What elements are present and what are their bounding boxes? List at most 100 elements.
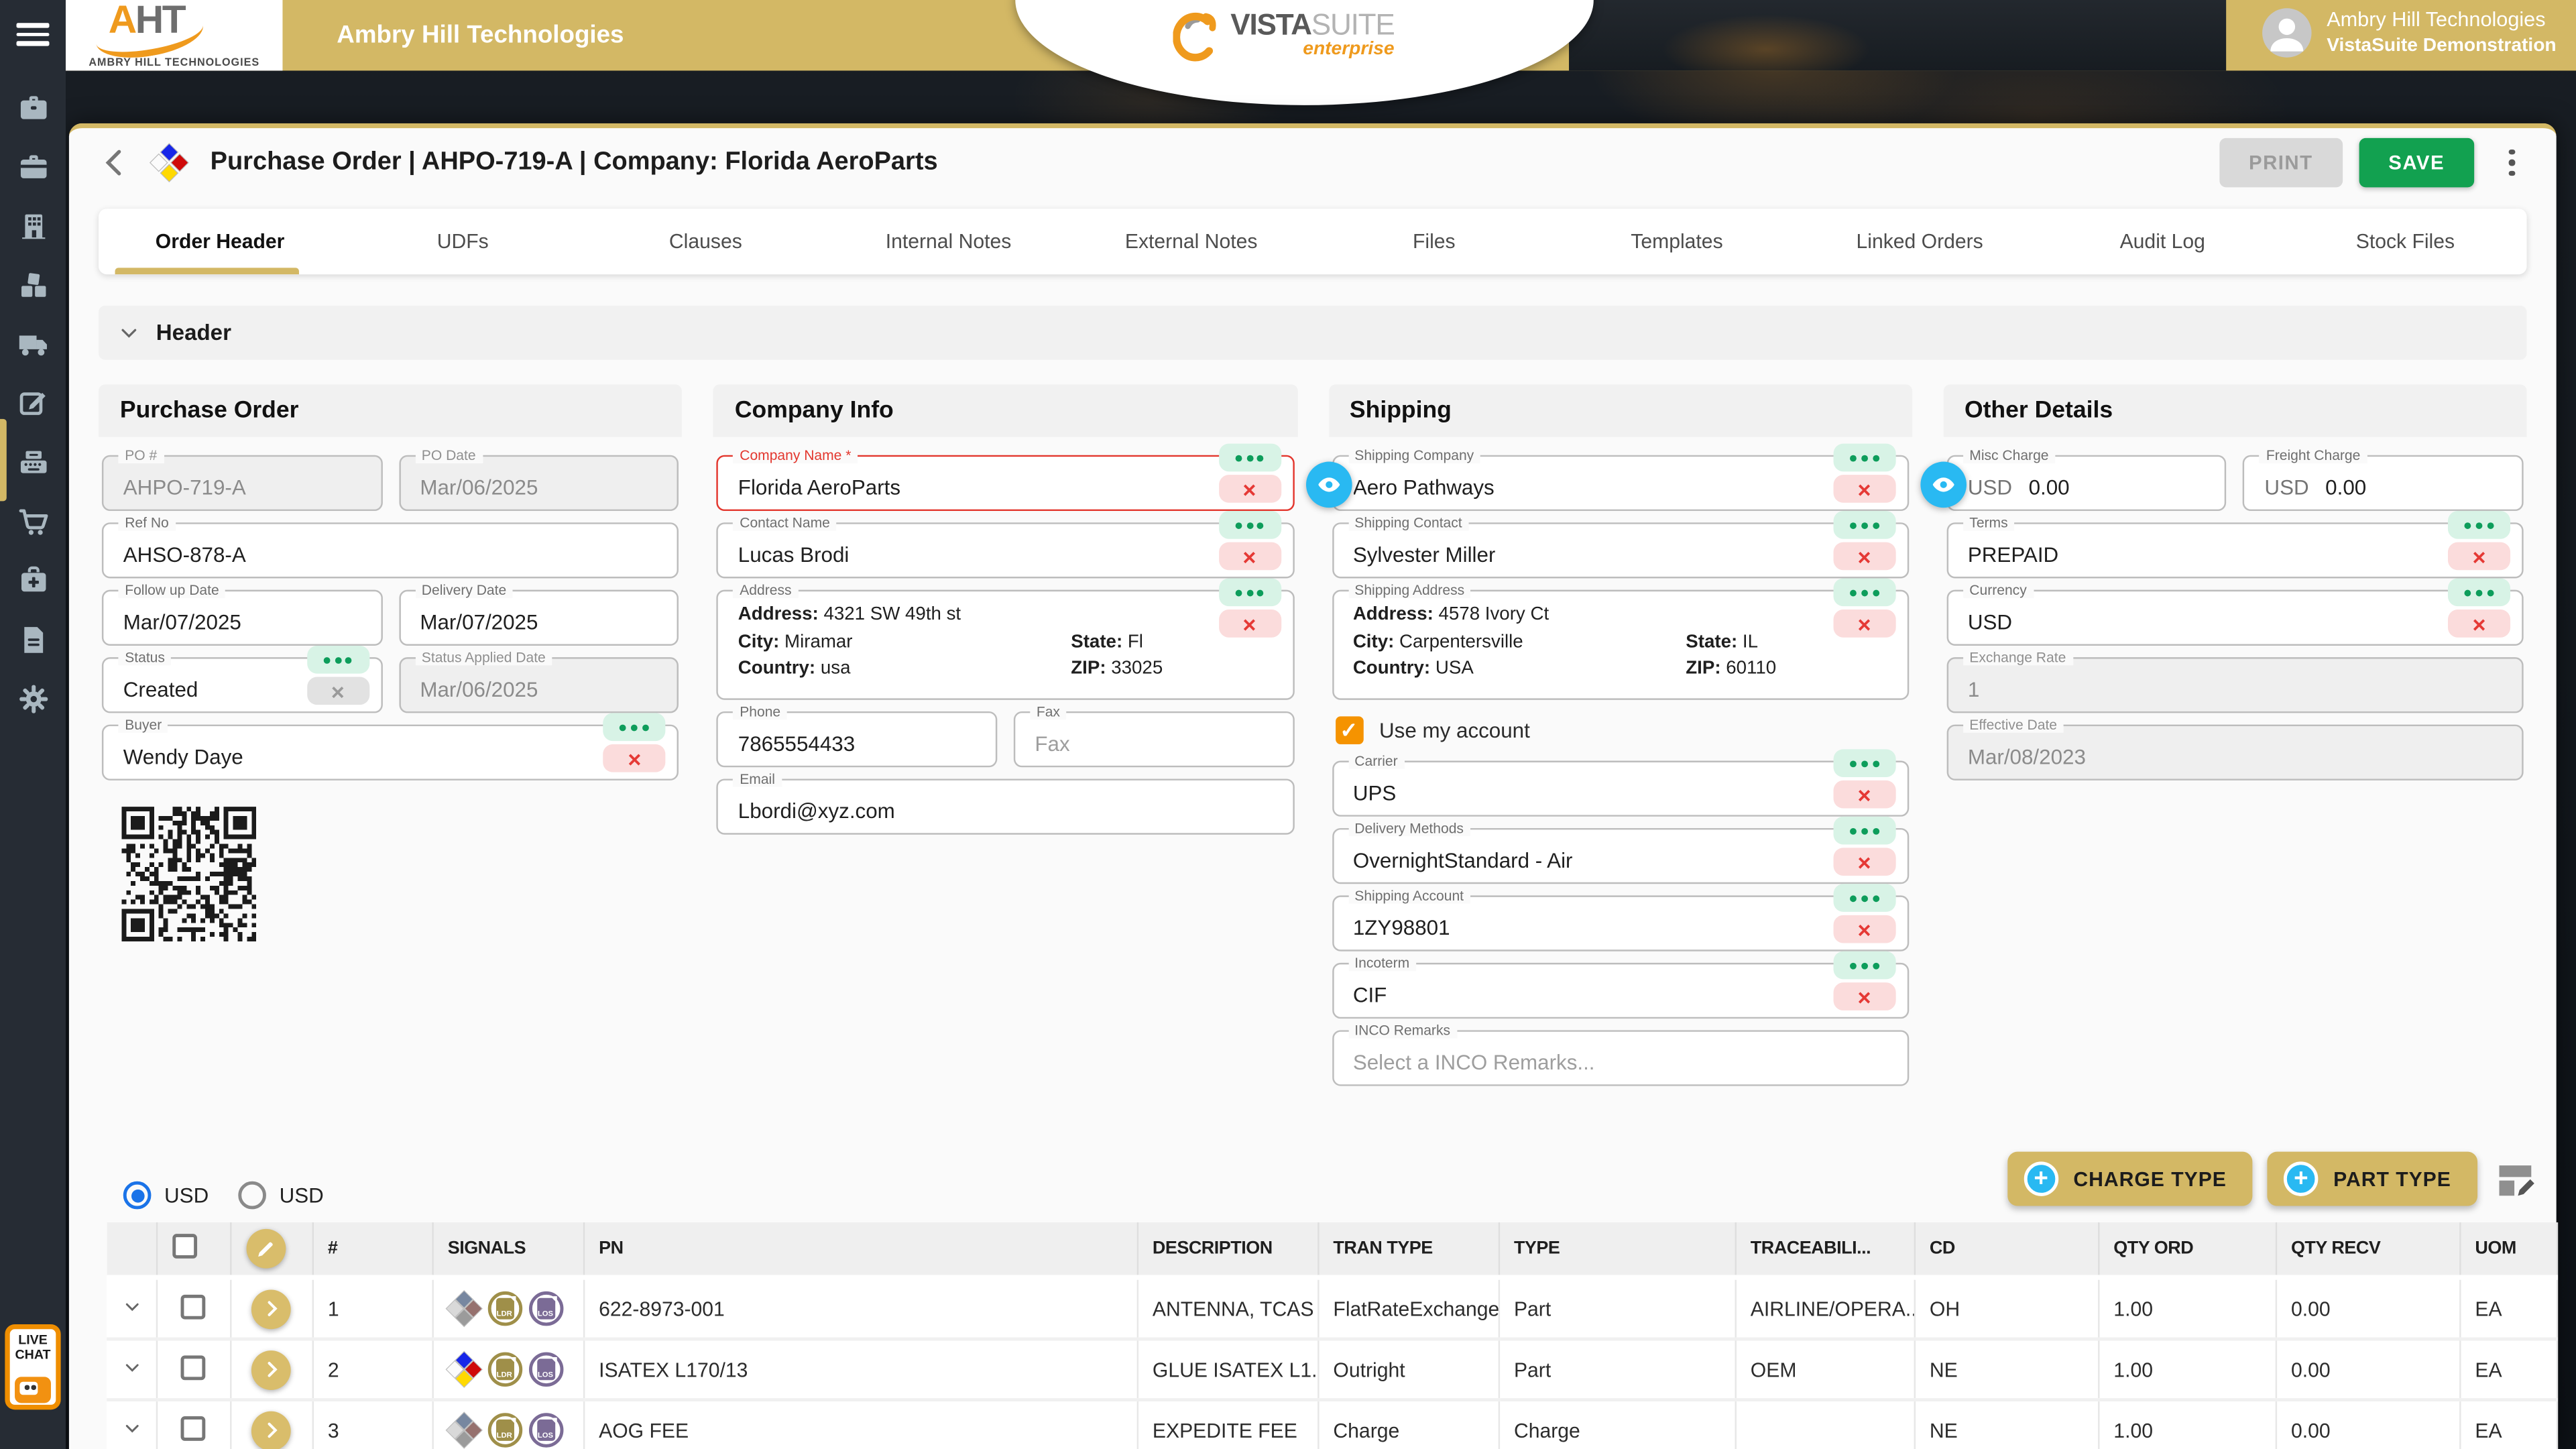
carrier-clear-button[interactable]: × xyxy=(1833,780,1895,809)
terms-clear-button[interactable]: × xyxy=(2448,542,2510,571)
view-company-button[interactable] xyxy=(1305,462,1352,508)
terms-menu-button[interactable] xyxy=(2448,511,2510,539)
tab-udfs[interactable]: UDFs xyxy=(341,209,584,274)
ldr-signal-icon[interactable]: LDR xyxy=(487,1413,522,1447)
los-signal-icon[interactable]: LOS xyxy=(528,1291,563,1326)
status-clear-button[interactable]: × xyxy=(306,677,369,705)
shipping-contact-menu-button[interactable] xyxy=(1833,511,1895,539)
use-my-account-checkbox[interactable]: ✓ xyxy=(1335,716,1363,744)
tab-external-notes[interactable]: External Notes xyxy=(1070,209,1313,274)
open-row-button[interactable] xyxy=(251,1411,291,1449)
sidebar-item-building[interactable] xyxy=(0,207,66,243)
tab-clauses[interactable]: Clauses xyxy=(584,209,827,274)
fax-field[interactable]: Fax Fax xyxy=(1014,711,1294,767)
ldr-signal-icon[interactable]: LDR xyxy=(487,1352,522,1387)
freight-charge-field[interactable]: Freight Charge USD0.00 xyxy=(2243,455,2524,511)
open-row-button[interactable] xyxy=(251,1289,291,1328)
row-expander-icon[interactable] xyxy=(107,1277,156,1339)
view-shipping-company-button[interactable] xyxy=(1920,462,1967,508)
incoterm-menu-button[interactable] xyxy=(1833,951,1895,980)
carrier-field[interactable]: Carrier UPS × xyxy=(1332,760,1909,816)
status-field[interactable]: Status Created × xyxy=(102,657,382,713)
save-button[interactable]: SAVE xyxy=(2359,138,2474,188)
follow-up-date-field[interactable]: Follow up Date Mar/07/2025 xyxy=(102,590,382,646)
shipping-account-clear-button[interactable]: × xyxy=(1833,915,1895,943)
edit-all-button[interactable] xyxy=(245,1229,285,1269)
sidebar-item-invoice[interactable] xyxy=(0,621,66,657)
buyer-clear-button[interactable]: × xyxy=(603,744,666,772)
inco-remarks-field[interactable]: INCO Remarks Select a INCO Remarks... xyxy=(1332,1030,1909,1086)
buyer-field[interactable]: Buyer Wendy Daye × xyxy=(102,725,679,780)
phone-field[interactable]: Phone 7865554433 xyxy=(717,711,997,767)
shipping-company-field[interactable]: Shipping Company Aero Pathways × xyxy=(1332,455,1909,511)
sidebar-item-edit-note[interactable] xyxy=(0,384,66,420)
live-chat-button[interactable]: LIVECHAT xyxy=(5,1324,60,1409)
status-menu-button[interactable] xyxy=(306,646,369,674)
currency-radio-usd-1[interactable]: USD xyxy=(123,1181,209,1210)
currency-menu-button[interactable] xyxy=(2448,579,2510,607)
contact-name-field[interactable]: Contact Name Lucas Brodi × xyxy=(717,522,1294,578)
contact-name-clear-button[interactable]: × xyxy=(1218,542,1281,571)
edit-columns-icon[interactable] xyxy=(2494,1158,2537,1201)
shipping-address-clear-button[interactable]: × xyxy=(1833,610,1895,638)
delivery-methods-clear-button[interactable]: × xyxy=(1833,848,1895,876)
contact-name-menu-button[interactable] xyxy=(1218,511,1281,539)
tab-files[interactable]: Files xyxy=(1313,209,1556,274)
incoterm-clear-button[interactable]: × xyxy=(1833,982,1895,1010)
header-section-toggle[interactable]: Header xyxy=(99,306,2527,360)
more-options-icon[interactable] xyxy=(2491,141,2534,184)
delivery-methods-menu-button[interactable] xyxy=(1833,817,1895,845)
avatar[interactable] xyxy=(2263,8,2312,58)
shipping-account-menu-button[interactable] xyxy=(1833,884,1895,912)
shipping-account-field[interactable]: Shipping Account 1ZY98801 × xyxy=(1332,895,1909,951)
row-checkbox[interactable] xyxy=(181,1354,206,1379)
delivery-date-field[interactable]: Delivery Date Mar/07/2025 xyxy=(399,590,679,646)
sidebar-item-shipping-truck[interactable] xyxy=(0,325,66,361)
sidebar-item-cart[interactable] xyxy=(0,503,66,539)
ref-no-field[interactable]: Ref No AHSO-878-A xyxy=(102,522,679,578)
address-field[interactable]: Address Address: 4321 SW 49th st City: M… xyxy=(717,590,1294,700)
row-checkbox[interactable] xyxy=(181,1415,206,1440)
shipping-contact-field[interactable]: Shipping Contact Sylvester Miller × xyxy=(1332,522,1909,578)
company-name-menu-button[interactable] xyxy=(1218,444,1281,472)
address-menu-button[interactable] xyxy=(1218,579,1281,607)
tab-order-header[interactable]: Order Header xyxy=(99,209,341,274)
back-icon[interactable] xyxy=(99,146,131,179)
row-expander-icon[interactable] xyxy=(107,1400,156,1449)
email-field[interactable]: Email Lbordi@xyz.com xyxy=(717,778,1294,834)
open-row-button[interactable] xyxy=(251,1350,291,1389)
shipping-company-menu-button[interactable] xyxy=(1833,444,1895,472)
hamburger-menu-icon[interactable] xyxy=(17,23,50,46)
sidebar-item-briefcase-alt[interactable] xyxy=(0,148,66,184)
sidebar-item-inventory[interactable] xyxy=(0,266,66,302)
row-checkbox[interactable] xyxy=(181,1294,206,1319)
add-charge-type-button[interactable]: + CHARGE TYPE xyxy=(2007,1152,2253,1206)
company-name-clear-button[interactable]: × xyxy=(1218,475,1281,503)
shipping-address-menu-button[interactable] xyxy=(1833,579,1895,607)
los-signal-icon[interactable]: LOS xyxy=(528,1413,563,1447)
user-menu[interactable]: Ambry Hill Technologies VistaSuite Demon… xyxy=(2263,8,2557,58)
currency-radio-usd-2[interactable]: USD xyxy=(238,1181,323,1210)
tab-linked-orders[interactable]: Linked Orders xyxy=(1798,209,2041,274)
shipping-address-field[interactable]: Shipping Address Address: 4578 Ivory Ct … xyxy=(1332,590,1909,700)
tab-internal-notes[interactable]: Internal Notes xyxy=(827,209,1069,274)
select-all-checkbox[interactable] xyxy=(172,1234,196,1259)
buyer-menu-button[interactable] xyxy=(603,713,666,741)
sidebar-item-settings-gear[interactable] xyxy=(0,680,66,716)
ldr-signal-icon[interactable]: LDR xyxy=(487,1291,522,1326)
tab-stock-files[interactable]: Stock Files xyxy=(2284,209,2526,274)
shipping-company-clear-button[interactable]: × xyxy=(1833,475,1895,503)
carrier-menu-button[interactable] xyxy=(1833,749,1895,777)
print-button[interactable]: PRINT xyxy=(2219,138,2343,188)
terms-field[interactable]: Terms PREPAID × xyxy=(1946,522,2524,578)
shipping-contact-clear-button[interactable]: × xyxy=(1833,542,1895,571)
misc-charge-field[interactable]: Misc Charge USD0.00 xyxy=(1946,455,2227,511)
sidebar-item-typewriter[interactable] xyxy=(0,444,66,480)
company-name-field[interactable]: Company Name * Florida AeroParts × xyxy=(717,455,1294,511)
row-expander-icon[interactable] xyxy=(107,1339,156,1400)
tab-audit-log[interactable]: Audit Log xyxy=(2041,209,2284,274)
add-part-type-button[interactable]: + PART TYPE xyxy=(2268,1152,2477,1206)
currency-field[interactable]: Currency USD × xyxy=(1946,590,2524,646)
sidebar-item-briefcase[interactable] xyxy=(0,89,66,125)
address-clear-button[interactable]: × xyxy=(1218,610,1281,638)
